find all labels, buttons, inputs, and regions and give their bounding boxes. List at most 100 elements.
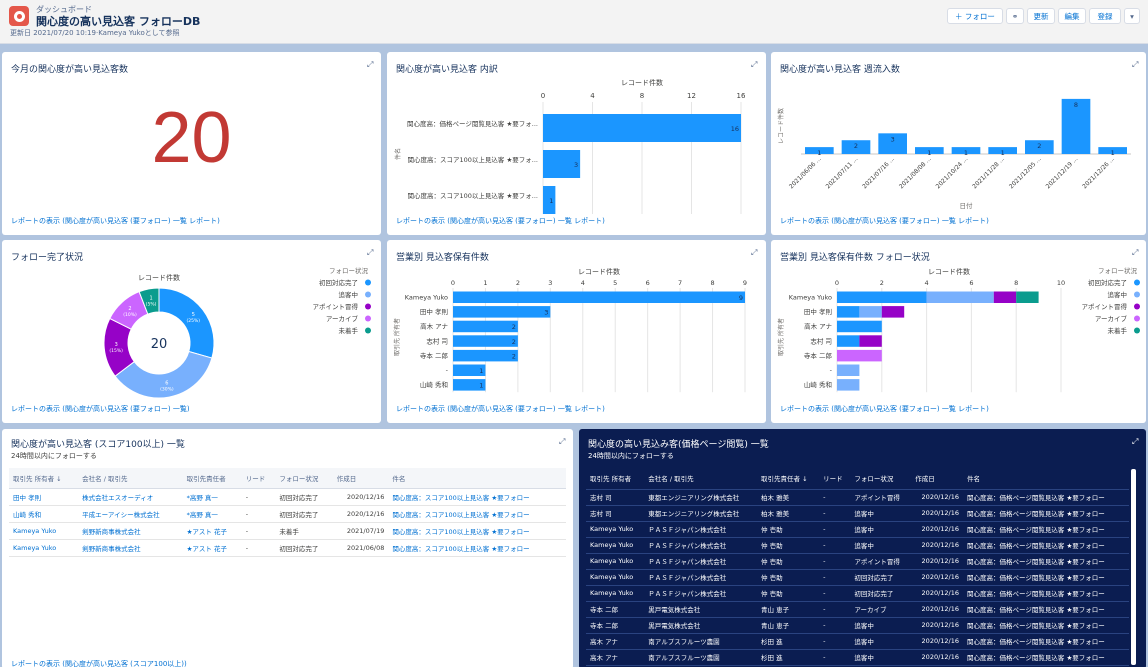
- cell-link[interactable]: 関心度高：価格ページ閲覧見込客 ★要フォロー: [963, 633, 1129, 650]
- cell-link[interactable]: 青山 恵子: [757, 617, 820, 634]
- column-header[interactable]: 取引先 所有者 ↓: [9, 468, 79, 489]
- cell-link[interactable]: 関心度高：価格ページ閲覧見込客 ★要フォロー: [963, 617, 1129, 634]
- scrollbar[interactable]: [1131, 469, 1136, 665]
- expand-icon[interactable]: ⤢: [751, 60, 758, 69]
- cell-link[interactable]: 関心度高：価格ページ閲覧見込客 ★要フォロー: [963, 505, 1129, 522]
- expand-icon[interactable]: ⤢: [367, 248, 374, 257]
- column-header[interactable]: 会社名 / 取引先: [78, 468, 183, 489]
- column-header[interactable]: フォロー状況: [275, 468, 333, 489]
- view-report-link[interactable]: レポートの表示 (関心度が高い見込客 (要フォロー) 一覧 レポート): [780, 217, 989, 225]
- cell-link[interactable]: *高野 真一: [182, 488, 242, 506]
- cell-link[interactable]: 平成エーアイシー株式会社: [78, 505, 183, 523]
- cell-link[interactable]: 高木 アナ: [586, 649, 645, 666]
- cell-link[interactable]: 株式会社エスオーディオ: [78, 488, 183, 506]
- cell-link[interactable]: 剣野新商事株式会社: [78, 522, 183, 540]
- cell-link[interactable]: 仲 壱助: [757, 569, 820, 586]
- cell-link[interactable]: 南アルプスフルーツ農園: [644, 649, 757, 666]
- cell-link[interactable]: 仲 壱助: [757, 537, 820, 554]
- cell-link[interactable]: 関心度高：スコア100以上見込客 ★要フォロー: [388, 488, 566, 506]
- cell-link[interactable]: 志村 司: [586, 505, 645, 522]
- cell-link[interactable]: ★アスト 花子: [182, 539, 242, 557]
- expand-icon[interactable]: ⤢: [1132, 437, 1139, 446]
- cell-link[interactable]: ＰＡＳＦジャパン株式会社: [644, 585, 757, 602]
- cell-link[interactable]: 関心度高：価格ページ閲覧見込客 ★要フォロー: [963, 649, 1129, 666]
- view-report-link[interactable]: レポートの表示 (関心度が高い見込客 (要フォロー) 一覧 レポート): [780, 405, 989, 413]
- column-header[interactable]: リード: [241, 468, 276, 489]
- column-header[interactable]: 取引先責任者 ↓: [757, 467, 820, 490]
- cell-link[interactable]: 関心度高：スコア100以上見込客 ★要フォロー: [388, 539, 566, 557]
- edit-button[interactable]: 編集: [1058, 8, 1086, 24]
- cell-link[interactable]: 関心度高：価格ページ閲覧見込客 ★要フォロー: [963, 521, 1129, 538]
- link-icon[interactable]: ⚭: [1006, 8, 1024, 24]
- cell-link[interactable]: ＰＡＳＦジャパン株式会社: [644, 569, 757, 586]
- column-header[interactable]: リード: [819, 467, 851, 490]
- cell-link[interactable]: 東都エンジニアリング株式会社: [644, 505, 757, 522]
- cell-link[interactable]: ★アスト 花子: [182, 522, 242, 540]
- cell-link[interactable]: 仲 壱助: [757, 521, 820, 538]
- cell-link[interactable]: ＰＡＳＦジャパン株式会社: [644, 521, 757, 538]
- cell-link[interactable]: 寺本 二郎: [586, 601, 645, 618]
- cell-link[interactable]: Kameya Yuko: [586, 553, 645, 570]
- cell-link[interactable]: Kameya Yuko: [586, 521, 645, 538]
- column-header[interactable]: フォロー状況: [850, 467, 912, 490]
- cell-link[interactable]: 関心度高：価格ページ閲覧見込客 ★要フォロー: [963, 569, 1129, 586]
- view-report-link[interactable]: レポートの表示 (関心度が高い見込客 (要フォロー) 一覧 レポート): [396, 405, 605, 413]
- cell-link[interactable]: 関心度高：価格ページ閲覧見込客 ★要フォロー: [963, 585, 1129, 602]
- cell-link[interactable]: ＰＡＳＦジャパン株式会社: [644, 537, 757, 554]
- cell-link[interactable]: 杉田 進: [757, 633, 820, 650]
- view-report-link[interactable]: レポートの表示 (関心度が高い見込客 (要フォロー) 一覧 レポート): [396, 217, 605, 225]
- cell-link[interactable]: 田中 孝則: [9, 488, 79, 506]
- cell-link[interactable]: 仲 壱助: [757, 553, 820, 570]
- column-header[interactable]: 会社名 / 取引先: [644, 467, 757, 490]
- cell-link[interactable]: Kameya Yuko: [9, 522, 79, 540]
- x-tick-label: 6: [969, 279, 973, 287]
- column-header[interactable]: 取引先 所有者: [586, 467, 645, 490]
- cell-link[interactable]: 寺本 二郎: [586, 617, 645, 634]
- table-cell: -: [819, 601, 851, 618]
- view-report-link[interactable]: レポートの表示 (関心度が高い見込客 (要フォロー) 一覧): [11, 405, 190, 413]
- cell-link[interactable]: 南アルプスフルーツ農園: [644, 633, 757, 650]
- cell-link[interactable]: Kameya Yuko: [586, 537, 645, 554]
- cell-link[interactable]: ＰＡＳＦジャパン株式会社: [644, 553, 757, 570]
- cell-link[interactable]: 剣野新商事株式会社: [78, 539, 183, 557]
- column-header[interactable]: 件名: [963, 467, 1129, 490]
- column-header[interactable]: 取引先責任者: [182, 468, 242, 489]
- column-header[interactable]: 作成日: [332, 468, 389, 489]
- expand-icon[interactable]: ⤢: [1132, 60, 1139, 69]
- view-report-link[interactable]: レポートの表示 (関心度が高い見込客 (要フォロー) 一覧 レポート): [11, 217, 220, 225]
- x-tick-label: 2021/12/19 ...: [1045, 155, 1080, 190]
- cell-link[interactable]: 黒戸電気株式会社: [644, 617, 757, 634]
- cell-link[interactable]: 関心度高：スコア100以上見込客 ★要フォロー: [388, 522, 566, 540]
- follow-button[interactable]: ＋ フォロー: [947, 8, 1003, 24]
- cell-link[interactable]: 黒戸電気株式会社: [644, 601, 757, 618]
- view-report-link[interactable]: レポートの表示 (関心度が高い見込客 (スコア100以上)): [11, 660, 187, 667]
- more-actions-button[interactable]: ▾: [1124, 8, 1140, 24]
- cell-link[interactable]: 関心度高：価格ページ閲覧見込客 ★要フォロー: [963, 537, 1129, 554]
- cell-link[interactable]: Kameya Yuko: [586, 585, 645, 602]
- cell-link[interactable]: 柏木 雅美: [757, 505, 820, 522]
- cell-link[interactable]: 杉田 進: [757, 649, 820, 666]
- expand-icon[interactable]: ⤢: [559, 437, 566, 446]
- refresh-button[interactable]: 更新: [1027, 8, 1055, 24]
- subscribe-button[interactable]: 登録: [1089, 8, 1121, 24]
- cell-link[interactable]: 関心度高：価格ページ閲覧見込客 ★要フォロー: [963, 601, 1129, 618]
- cell-link[interactable]: 高木 アナ: [586, 633, 645, 650]
- cell-link[interactable]: Kameya Yuko: [586, 569, 645, 586]
- cell-link[interactable]: 関心度高：価格ページ閲覧見込客 ★要フォロー: [963, 489, 1129, 506]
- cell-link[interactable]: 志村 司: [586, 489, 645, 506]
- cell-link[interactable]: 関心度高：スコア100以上見込客 ★要フォロー: [388, 505, 566, 523]
- column-header[interactable]: 作成日: [911, 467, 964, 490]
- cell-link[interactable]: *高野 真一: [182, 505, 242, 523]
- expand-icon[interactable]: ⤢: [1132, 248, 1139, 257]
- cell-link[interactable]: 柏木 雅美: [757, 489, 820, 506]
- cell-link[interactable]: 東都エンジニアリング株式会社: [644, 489, 757, 506]
- panel-title: 関心度が高い見込客 内訳: [396, 65, 498, 75]
- cell-link[interactable]: 関心度高：価格ページ閲覧見込客 ★要フォロー: [963, 553, 1129, 570]
- cell-link[interactable]: 山崎 秀和: [9, 505, 79, 523]
- expand-icon[interactable]: ⤢: [751, 248, 758, 257]
- column-header[interactable]: 件名: [388, 468, 566, 489]
- expand-icon[interactable]: ⤢: [367, 60, 374, 69]
- cell-link[interactable]: 青山 恵子: [757, 601, 820, 618]
- cell-link[interactable]: 仲 壱助: [757, 585, 820, 602]
- cell-link[interactable]: Kameya Yuko: [9, 539, 79, 557]
